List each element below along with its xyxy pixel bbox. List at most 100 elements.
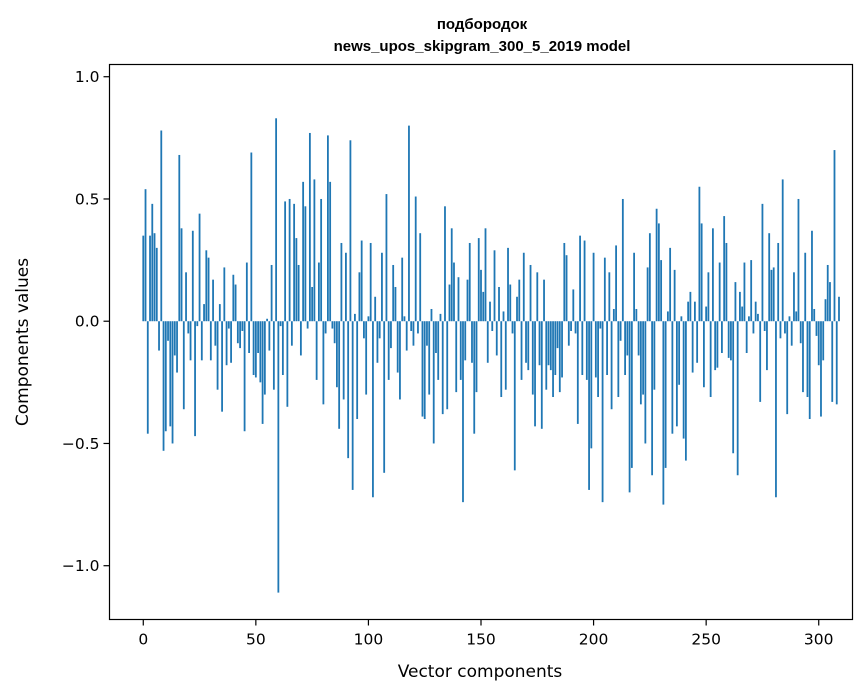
bar-92 [349,140,352,322]
bar-74 [308,132,311,322]
bar-285 [784,321,786,334]
bar-1 [144,189,147,322]
bar-309 [838,296,840,322]
bar-232 [664,321,667,468]
bar-191 [572,289,575,322]
bar-28 [205,250,208,322]
bar-160 [502,311,505,322]
bar-16 [178,154,181,322]
bar-283 [779,321,782,339]
bar-124 [421,321,424,417]
bar-201 [594,321,597,378]
bar-161 [504,321,507,390]
bar-308 [835,321,838,405]
bar-26 [200,321,203,361]
bar-212 [619,321,622,341]
bar-206 [606,321,608,376]
bar-96 [358,272,361,322]
bar-75 [311,286,314,322]
bar-294 [804,252,807,322]
bar-25 [198,213,201,322]
bar-104 [376,321,379,363]
bar-78 [317,262,320,322]
bar-204 [601,321,604,503]
bar-156 [493,250,496,322]
bar-30 [209,321,212,361]
y-tick-label-3: −0.5 [62,435,100,453]
bar-77 [315,321,318,380]
bar-159 [500,321,503,398]
bar-195 [581,321,584,376]
bar-144 [466,279,469,322]
bar-222 [642,321,645,395]
bar-162 [507,247,509,322]
bar-168 [520,321,523,380]
bar-72 [304,206,307,322]
bar-176 [538,321,541,366]
bar-288 [790,321,793,346]
bar-154 [489,301,491,322]
bar-65 [288,198,291,322]
bar-46 [245,262,248,322]
bar-54 [263,321,266,395]
bar-48 [250,152,253,322]
bar-102 [372,321,374,498]
bar-50 [254,321,257,378]
bar-116 [403,316,406,322]
bar-244 [691,321,694,373]
bar-187 [563,242,566,322]
bar-249 [703,321,705,388]
bar-95 [356,321,359,420]
bar-274 [759,321,762,402]
bar-149 [477,238,480,322]
x-tick-label-4: 200 [579,631,609,649]
bar-269 [748,316,750,322]
bar-196 [583,240,586,322]
bar-90 [345,252,347,322]
bar-113 [396,321,399,373]
bar-186 [561,321,563,378]
bar-178 [543,279,545,322]
bar-295 [806,321,809,398]
bar-190 [570,321,572,331]
bar-108 [385,194,388,322]
bar-140 [457,277,460,322]
bar-52 [259,321,262,383]
x-tick-label-5: 250 [691,631,721,649]
bar-165 [513,321,516,471]
bar-131 [437,321,440,380]
bar-211 [617,321,620,398]
bar-129 [432,321,435,444]
bar-111 [392,264,395,322]
bar-49 [252,321,255,376]
bar-270 [750,260,753,322]
bar-117 [405,321,408,351]
bar-255 [716,321,719,368]
bar-151 [482,291,485,322]
bar-127 [428,321,431,395]
bar-199 [590,321,593,449]
bar-106 [381,252,383,322]
bar-213 [621,198,624,322]
bar-31 [212,279,214,322]
bar-189 [567,321,570,346]
bar-15 [176,321,178,373]
bar-224 [646,267,649,322]
chart-subtitle: news_upos_skipgram_300_5_2019 model [334,38,631,55]
bar-265 [739,291,741,322]
bar-200 [592,252,595,322]
bar-198 [588,321,590,490]
bar-261 [730,321,732,361]
bar-59 [275,118,278,322]
bar-182 [552,321,554,398]
bar-307 [833,150,836,322]
bar-289 [793,272,795,322]
bar-262 [732,321,735,454]
y-axis-ticks: 1.0 0.5 0.0 −0.5 −1.0 [62,68,110,575]
y-tick-label-0: 1.0 [75,68,100,86]
bar-264 [736,321,739,476]
bar-23 [194,321,196,437]
bar-155 [491,321,494,331]
bar-145 [468,242,471,322]
bar-185 [558,321,561,393]
